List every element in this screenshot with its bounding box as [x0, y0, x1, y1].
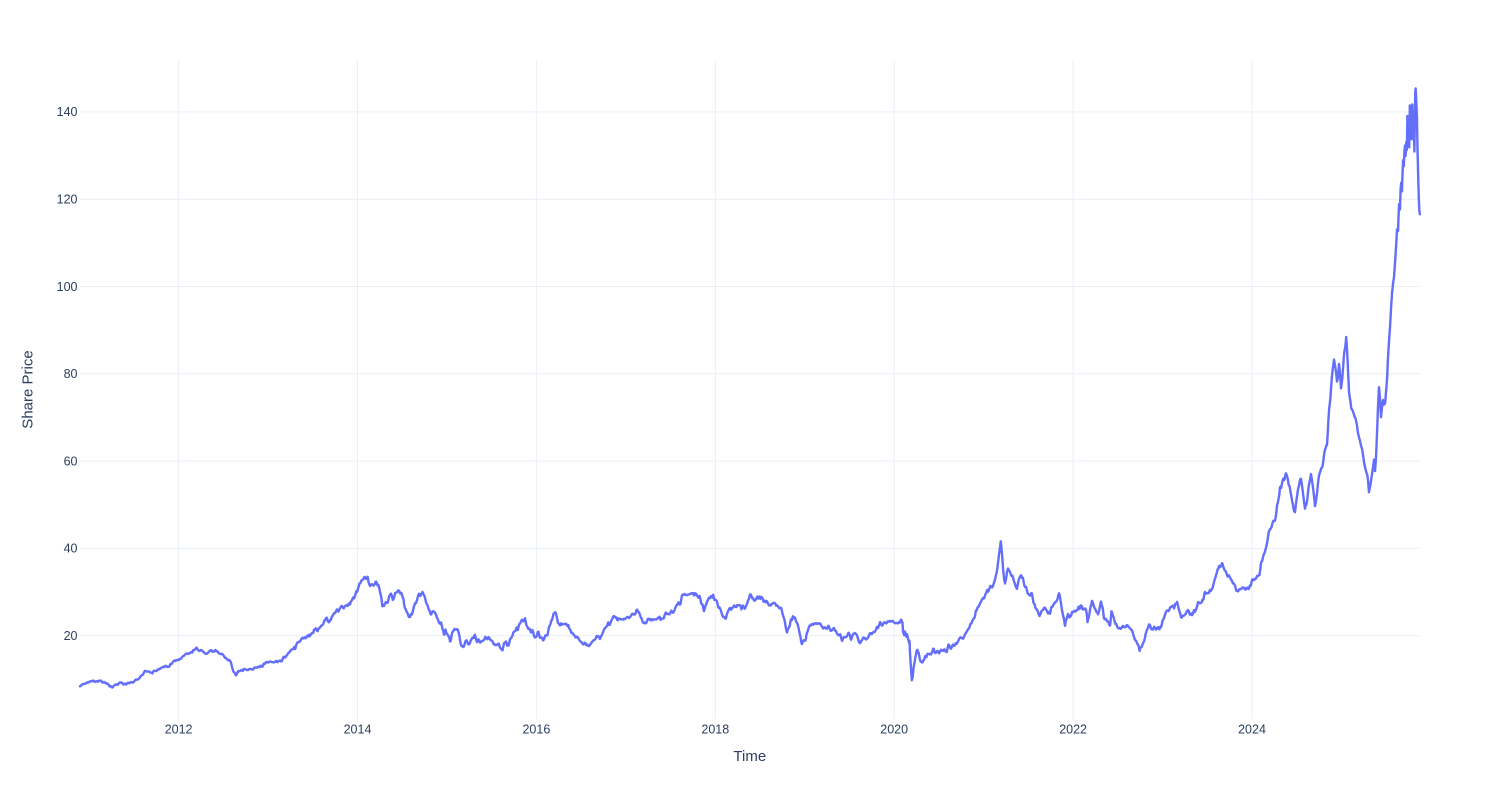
svg-text:40: 40	[64, 542, 78, 556]
svg-text:60: 60	[64, 454, 78, 468]
svg-text:2022: 2022	[1059, 723, 1087, 737]
svg-text:2012: 2012	[165, 723, 193, 737]
svg-text:2024: 2024	[1238, 723, 1266, 737]
svg-text:2014: 2014	[344, 723, 372, 737]
svg-text:100: 100	[57, 280, 78, 294]
svg-text:120: 120	[57, 193, 78, 207]
svg-text:Share Price: Share Price	[20, 350, 37, 428]
svg-text:2018: 2018	[701, 723, 729, 737]
svg-text:80: 80	[64, 367, 78, 381]
svg-text:20: 20	[64, 629, 78, 643]
svg-text:2020: 2020	[880, 723, 908, 737]
svg-text:2016: 2016	[522, 723, 550, 737]
svg-text:Time: Time	[733, 748, 766, 765]
svg-text:140: 140	[57, 105, 78, 119]
